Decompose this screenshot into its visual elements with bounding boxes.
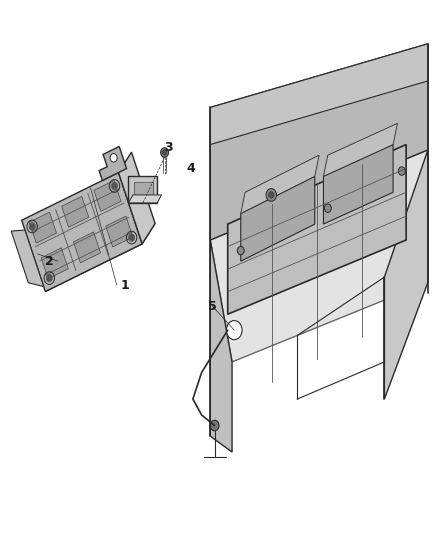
Circle shape [210,420,219,431]
Text: 4: 4 [186,162,195,175]
Polygon shape [134,182,153,198]
Polygon shape [29,212,57,243]
Circle shape [111,182,117,190]
Polygon shape [241,155,319,214]
Circle shape [46,274,53,282]
Text: 3: 3 [165,141,173,154]
Polygon shape [323,144,393,224]
Polygon shape [94,181,121,211]
Circle shape [324,204,331,213]
Circle shape [268,192,274,198]
Polygon shape [210,150,428,362]
Circle shape [161,148,169,157]
Polygon shape [210,240,232,452]
Polygon shape [119,152,155,244]
Polygon shape [128,195,162,203]
Polygon shape [323,123,397,176]
Circle shape [29,223,35,230]
Polygon shape [21,173,142,292]
Polygon shape [41,248,68,279]
Polygon shape [128,176,157,203]
Circle shape [237,246,244,255]
Circle shape [226,320,242,340]
Polygon shape [45,223,155,292]
Polygon shape [106,216,133,247]
Polygon shape [99,147,127,181]
Text: 1: 1 [121,279,130,292]
Polygon shape [210,44,428,240]
Circle shape [162,150,167,155]
Polygon shape [210,44,428,144]
Polygon shape [385,150,428,399]
Text: 2: 2 [45,255,53,268]
Polygon shape [241,176,315,261]
Circle shape [266,189,276,201]
Circle shape [110,154,117,162]
Text: 5: 5 [208,300,217,313]
Polygon shape [74,232,101,263]
Polygon shape [11,230,44,287]
Polygon shape [228,144,406,314]
Polygon shape [62,196,89,227]
Circle shape [129,234,134,241]
Circle shape [398,167,405,175]
